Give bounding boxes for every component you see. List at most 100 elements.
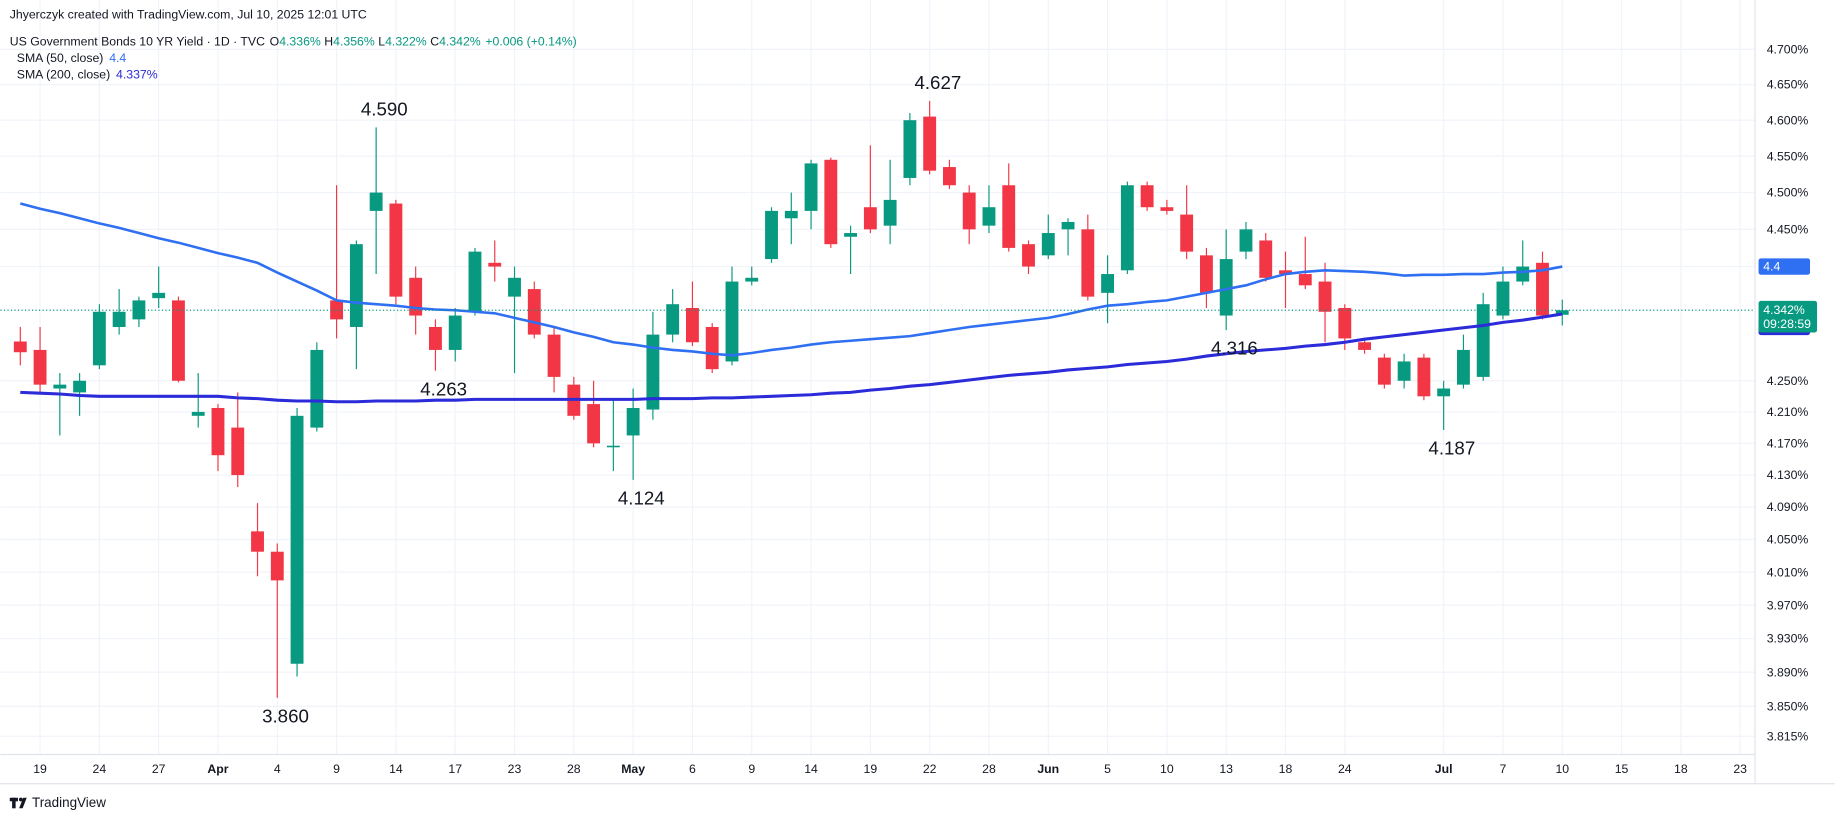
candle-body [409,277,423,316]
candle-body [1496,281,1510,316]
sma-legend-name: SMA (50, close) [17,51,104,65]
x-tick-label: 27 [152,762,166,776]
y-tick-label: 3.930% [1767,632,1809,646]
x-tick-label: 5 [1104,762,1111,776]
x-tick-label: 17 [448,762,462,776]
sma-legend-value: 4.337% [116,67,158,81]
x-tick-label: 18 [1279,762,1293,776]
candle-body [1140,185,1154,208]
candle-body [508,277,521,297]
candle-body [429,326,442,350]
candle-body [725,281,739,362]
sma-price-box [1758,258,1811,275]
ohlc-value: 4.322% [385,35,427,49]
symbol-title: US Government Bonds 10 YR Yield · 1D · T… [10,35,265,49]
x-tick-label: 10 [1555,762,1569,776]
ohlc-key: C [430,35,439,49]
candle-body [903,120,917,178]
x-tick-label: 18 [1674,762,1688,776]
candle-body [1456,349,1470,385]
candle-body [349,244,363,327]
change-label: +0.006 (+0.14%) [485,35,576,49]
x-tick-label: 15 [1615,762,1629,776]
ohlc-key: H [324,35,333,49]
candle-body [1536,262,1549,316]
y-tick-label: 4.600% [1767,113,1809,127]
candle-body [1417,357,1431,397]
x-tick-label: 28 [567,762,581,776]
ohlc-value: 4.356% [333,35,375,49]
candle-body [923,116,937,171]
y-tick-label: 4.170% [1767,436,1809,450]
x-tick-label: 10 [1160,762,1174,776]
annotation-label: 4.187 [1428,438,1475,459]
y-tick-label: 4.010% [1767,565,1809,579]
annotation-label: 4.263 [420,378,467,399]
x-tick-label: Jul [1435,762,1453,776]
y-tick-label: 4.210% [1767,405,1809,419]
candle-body [1160,207,1174,211]
x-tick-label: 6 [689,762,696,776]
y-tick-label: 3.890% [1767,665,1809,679]
candle-body [290,415,304,664]
tradingview-logo [9,797,27,809]
y-tick-label: 3.850% [1767,699,1809,713]
candle-body [112,311,126,327]
candle-body [844,233,858,237]
candle-body [1041,233,1055,256]
symbol-legend: US Government Bonds 10 YR Yield · 1D · T… [10,35,577,49]
candle-body [1358,342,1372,350]
candle-body [1180,214,1194,252]
candle-body [73,380,87,393]
y-tick-label: 4.550% [1767,149,1809,163]
close-price-box [1758,300,1818,333]
close-price-label: 4.342% [1763,303,1805,317]
candle-body [330,300,344,320]
candle-body [804,163,818,211]
candle-body [1022,244,1035,267]
y-tick-label: 4.090% [1767,500,1809,514]
marks [0,100,1756,698]
candle-body [211,407,225,456]
candle-body [132,300,146,320]
x-tick-label: 4 [274,762,281,776]
x-tick-label: May [621,762,645,776]
sma-line [19,202,1563,357]
candle-body [824,159,838,245]
candle-body [587,404,601,444]
candle-body [1081,229,1095,297]
annotation-label: 3.860 [262,705,309,726]
candle-body [962,192,976,230]
candle-body [765,210,778,260]
candle-body [1259,240,1273,278]
candle-body [92,311,106,366]
candle-body [686,307,699,343]
y-tick-label: 4.500% [1767,186,1809,200]
sma-price-label: 4.4 [1763,260,1780,274]
candle-body [646,334,660,410]
candle-body [943,167,956,186]
candle-body [1061,221,1075,230]
x-tick-label: 23 [508,762,522,776]
ohlc-key: L [378,35,385,49]
labels: 4.700% 4.650% 4.600% 4.550% 4.500% 4.450% 4.4 0… [33,42,1818,776]
sma-legend-value: 4.4 [109,51,126,65]
candle-body [33,349,47,385]
x-tick-label: 9 [748,762,755,776]
countdown-label: 09:28:59 [1763,317,1811,331]
sma-legend-name: SMA (200, close) [17,67,110,81]
candle-body [1377,357,1391,385]
candle-body [270,551,284,581]
candle-body [389,203,403,297]
ohlc-key: O [270,35,280,49]
candle-body [1476,304,1490,377]
candle-body [1437,388,1451,397]
x-tick-label: 24 [1338,762,1352,776]
candle-body [1002,185,1016,248]
candle-body [1199,255,1213,293]
candle-body [784,210,798,219]
candle-body [13,341,27,353]
x-tick-label: 19 [864,762,878,776]
candle-body [1120,185,1134,271]
